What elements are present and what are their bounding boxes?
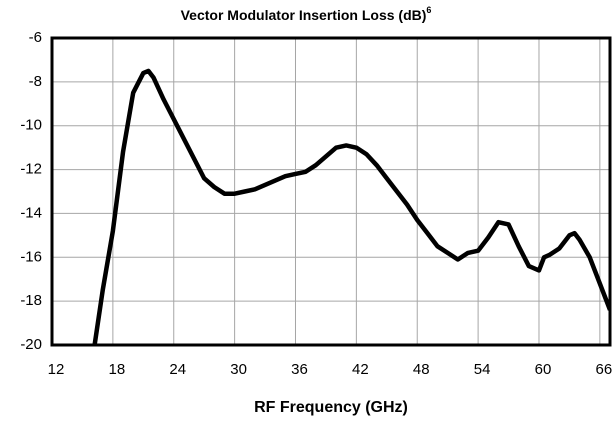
plot-frame <box>50 36 612 347</box>
x-tick-label: 54 <box>474 361 491 378</box>
y-tick-label: -8 <box>29 73 42 90</box>
x-tick-label: 30 <box>230 361 247 378</box>
x-axis-label: RF Frequency (GHz) <box>254 399 408 416</box>
y-tick-label: -16 <box>20 248 42 265</box>
x-tick-label: 12 <box>48 361 65 378</box>
y-tick-label: -6 <box>29 29 42 46</box>
x-tick-label: 66 <box>596 361 613 378</box>
y-tick-label: -18 <box>20 292 42 309</box>
x-tick-label: 18 <box>109 361 126 378</box>
x-tick-label: 42 <box>352 361 369 378</box>
chart-title: Vector Modulator Insertion Loss (dB)6 <box>181 5 432 22</box>
y-tick-label: -12 <box>20 161 42 178</box>
data-line <box>92 68 610 345</box>
y-tick-label: -20 <box>20 336 42 353</box>
x-tick-label: 36 <box>291 361 308 378</box>
title-text: Vector Modulator Insertion Loss (dB) <box>181 7 427 23</box>
title-superscript: 6 <box>426 5 431 15</box>
x-tick-label: 24 <box>169 361 186 378</box>
x-tick-label: 48 <box>413 361 430 378</box>
y-tick-label: -10 <box>20 117 42 134</box>
y-tick-label: -14 <box>20 204 42 221</box>
x-tick-label: 60 <box>535 361 552 378</box>
